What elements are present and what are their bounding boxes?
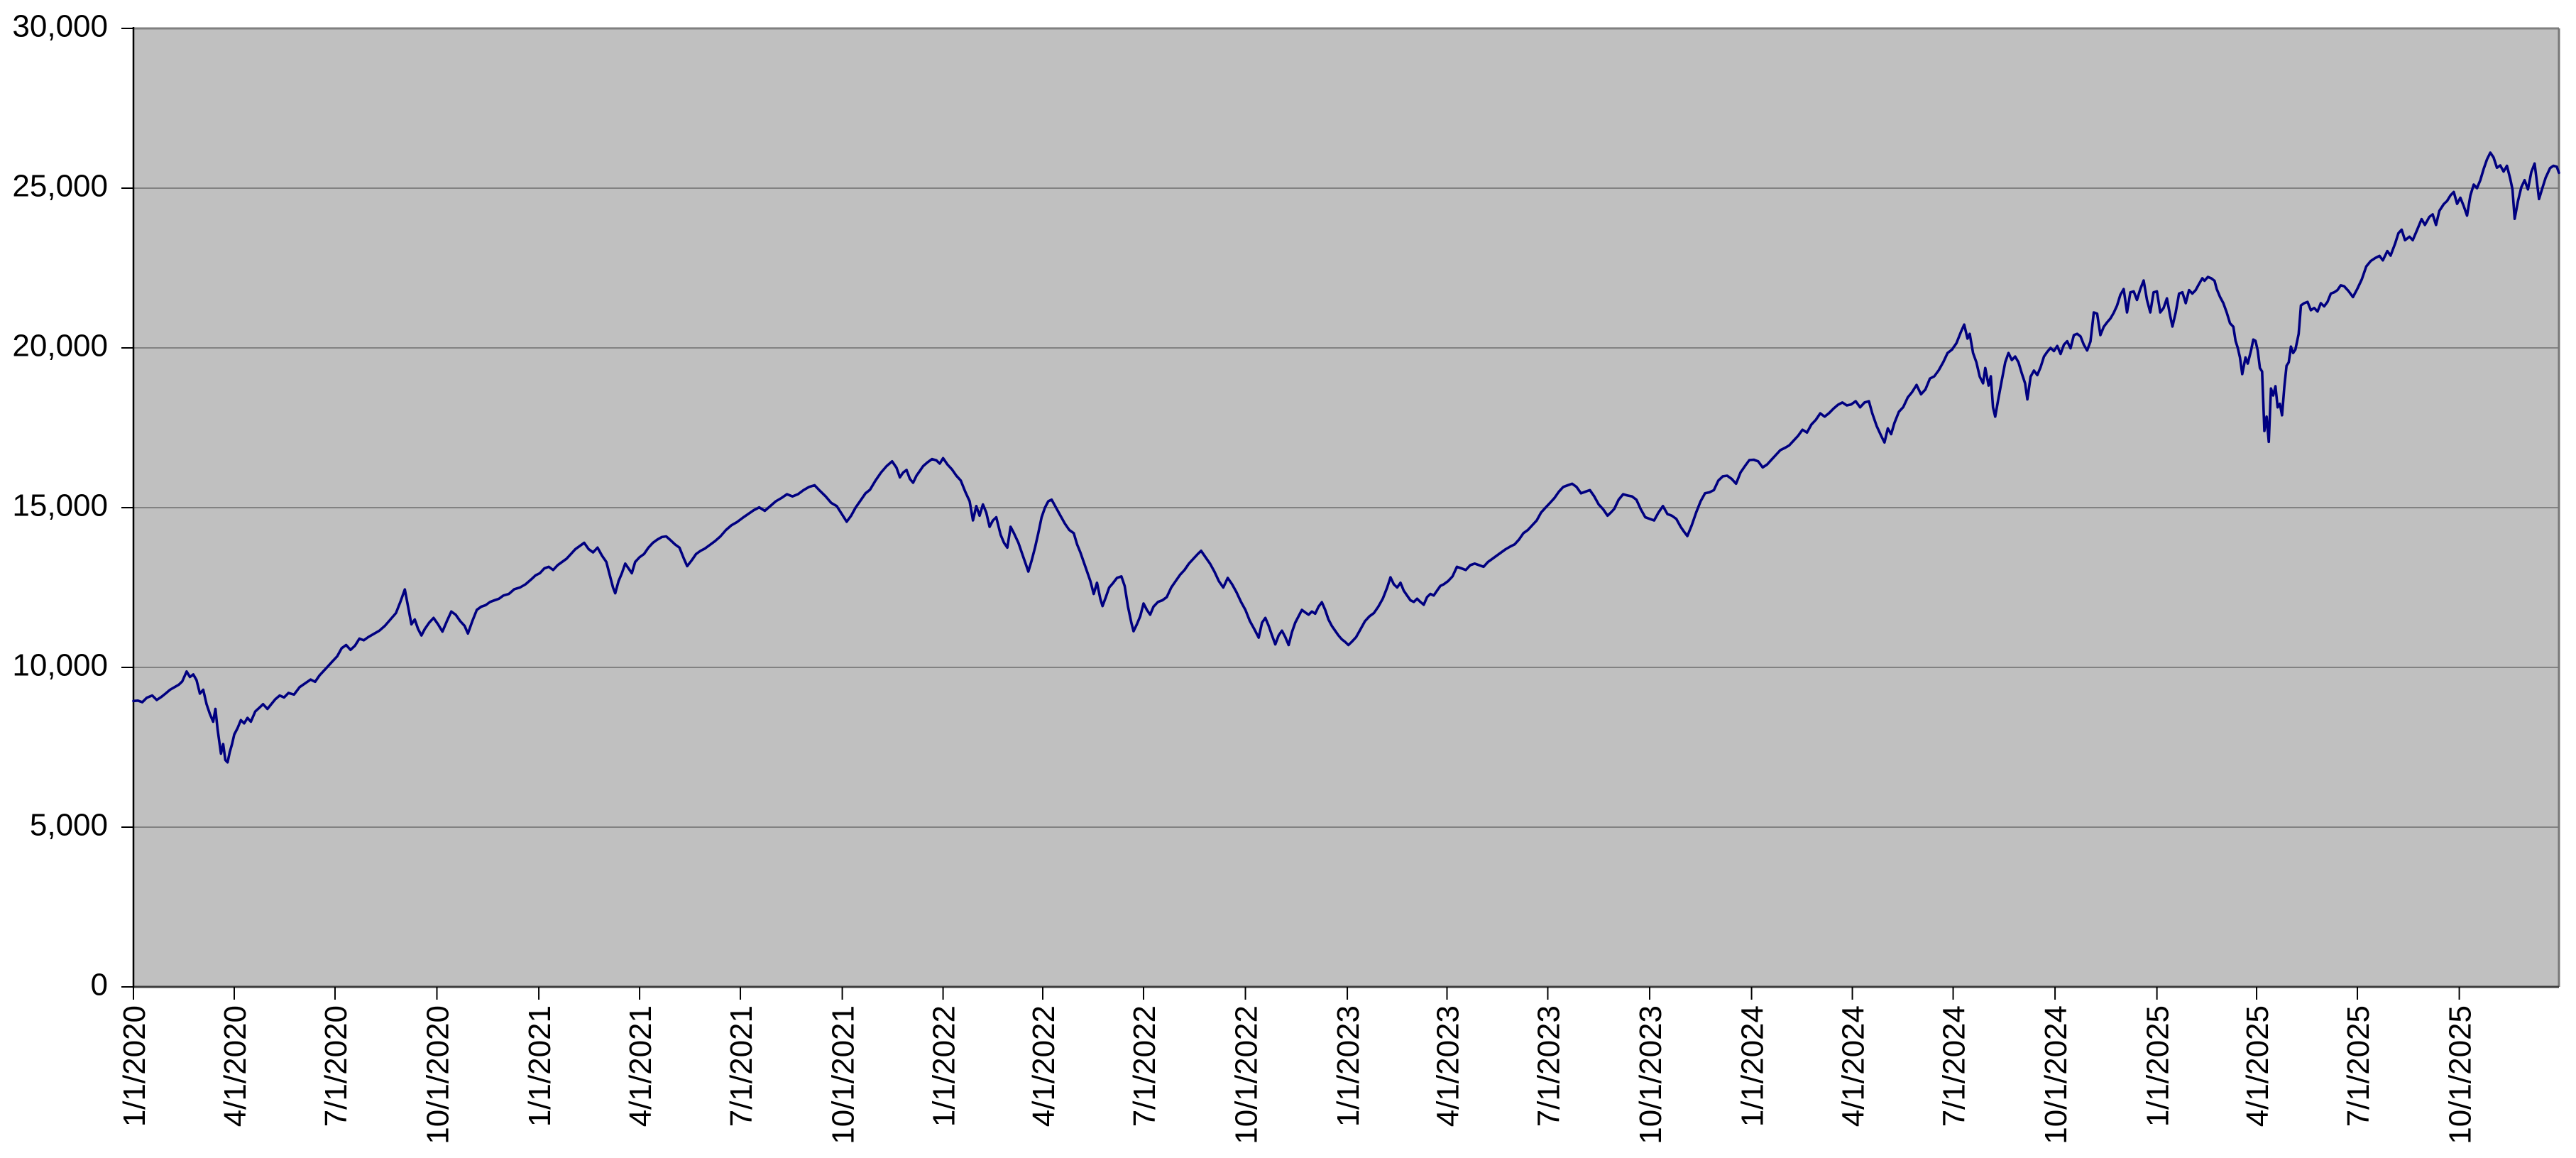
- x-tick-label: 4/1/2024: [1836, 1005, 1870, 1127]
- x-tick-label: 1/1/2022: [926, 1005, 961, 1127]
- x-tick-label: 1/1/2020: [117, 1005, 152, 1127]
- y-tick-label: 30,000: [12, 9, 108, 44]
- x-tick-label: 7/1/2020: [319, 1005, 353, 1127]
- x-tick-label: 4/1/2025: [2240, 1005, 2275, 1127]
- y-tick-label: 0: [91, 968, 108, 1003]
- x-tick-label: 1/1/2021: [522, 1005, 557, 1127]
- x-tick-label: 4/1/2023: [1430, 1005, 1465, 1127]
- x-tick-label: 7/1/2025: [2341, 1005, 2376, 1127]
- y-tick-label: 25,000: [12, 169, 108, 204]
- x-tick-label: 4/1/2022: [1026, 1005, 1061, 1127]
- x-tick-label: 1/1/2024: [1735, 1005, 1770, 1127]
- x-tick-label: 7/1/2023: [1531, 1005, 1566, 1127]
- x-tick-label: 1/1/2023: [1331, 1005, 1366, 1127]
- y-tick-label: 10,000: [12, 648, 108, 683]
- price-line: [132, 151, 2560, 764]
- x-tick-label: 4/1/2020: [218, 1005, 253, 1127]
- x-tick-label: 10/1/2024: [2039, 1005, 2073, 1145]
- x-tick-label: 7/1/2022: [1127, 1005, 1162, 1127]
- x-tick-label: 10/1/2025: [2443, 1005, 2477, 1145]
- x-tick-label: 7/1/2024: [1936, 1005, 1971, 1127]
- x-tick-label: 10/1/2023: [1633, 1005, 1668, 1145]
- y-tick-label: 15,000: [12, 488, 108, 523]
- x-tick-label: 7/1/2021: [724, 1005, 759, 1127]
- x-tick-label: 10/1/2020: [420, 1005, 455, 1145]
- x-tick-label: 10/1/2021: [826, 1005, 860, 1145]
- x-tick-label: 4/1/2021: [623, 1005, 658, 1127]
- x-tick-label: 1/1/2025: [2140, 1005, 2175, 1127]
- y-tick-label: 20,000: [12, 329, 108, 364]
- y-tick-label: 5,000: [30, 808, 108, 843]
- x-tick-label: 10/1/2022: [1229, 1005, 1264, 1145]
